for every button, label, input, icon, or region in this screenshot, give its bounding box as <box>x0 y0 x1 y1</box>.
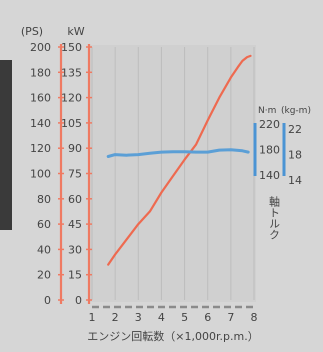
nm-tick-label: 180 <box>259 144 280 157</box>
ps-tick-label: 20 <box>37 269 51 282</box>
photo-edge <box>0 60 12 230</box>
torque-axis-title: 軸トルク <box>268 195 281 240</box>
ps-axis-unit: (PS) <box>21 25 43 38</box>
x-tick-label: 3 <box>135 311 142 324</box>
kw-tick-label: 135 <box>61 66 82 79</box>
kgm-axis-unit: (kg-m) <box>281 106 311 116</box>
kw-axis-unit: kW <box>67 25 84 38</box>
x-tick-label: 7 <box>227 311 234 324</box>
kw-tick-label: 75 <box>68 168 82 181</box>
ps-tick-label: 120 <box>30 142 51 155</box>
nm-tick-label: 140 <box>259 169 280 182</box>
nm-axis-unit: N·m <box>258 106 276 116</box>
ps-tick-label: 40 <box>37 243 51 256</box>
ps-tick-label: 80 <box>37 193 51 206</box>
kw-tick-label: 120 <box>61 92 82 105</box>
kgm-tick-label: 22 <box>288 123 302 136</box>
ps-tick-label: 180 <box>30 66 51 79</box>
kw-tick-label: 90 <box>68 142 82 155</box>
x-tick-label: 1 <box>89 311 96 324</box>
x-tick-label: 8 <box>251 311 258 324</box>
kgm-tick-label: 14 <box>288 174 302 187</box>
kw-tick-label: 30 <box>68 243 82 256</box>
kw-tick-label: 60 <box>68 193 82 206</box>
ps-tick-label: 100 <box>30 168 51 181</box>
kw-tick-label: 150 <box>61 41 82 54</box>
kw-tick-label: 105 <box>61 117 82 130</box>
nm-tick-label: 220 <box>259 118 280 131</box>
x-tick-label: 5 <box>181 311 188 324</box>
plot-area <box>90 45 256 302</box>
ps-tick-label: 160 <box>30 92 51 105</box>
kw-tick-label: 15 <box>68 269 82 282</box>
kgm-tick-label: 18 <box>288 149 302 162</box>
x-tick-label: 4 <box>158 311 165 324</box>
x-tick-label: 2 <box>112 311 119 324</box>
torque-series-line <box>106 148 250 158</box>
x-axis-title: エンジン回転数（×1,000r.p.m.） <box>87 330 258 343</box>
kw-tick-label: 45 <box>68 218 82 231</box>
ps-tick-label: 60 <box>37 218 51 231</box>
ps-tick-label: 200 <box>30 41 51 54</box>
kw-tick-label: 0 <box>75 294 82 307</box>
ps-tick-label: 140 <box>30 117 51 130</box>
ps-tick-label: 0 <box>44 294 51 307</box>
x-tick-label: 6 <box>204 311 211 324</box>
